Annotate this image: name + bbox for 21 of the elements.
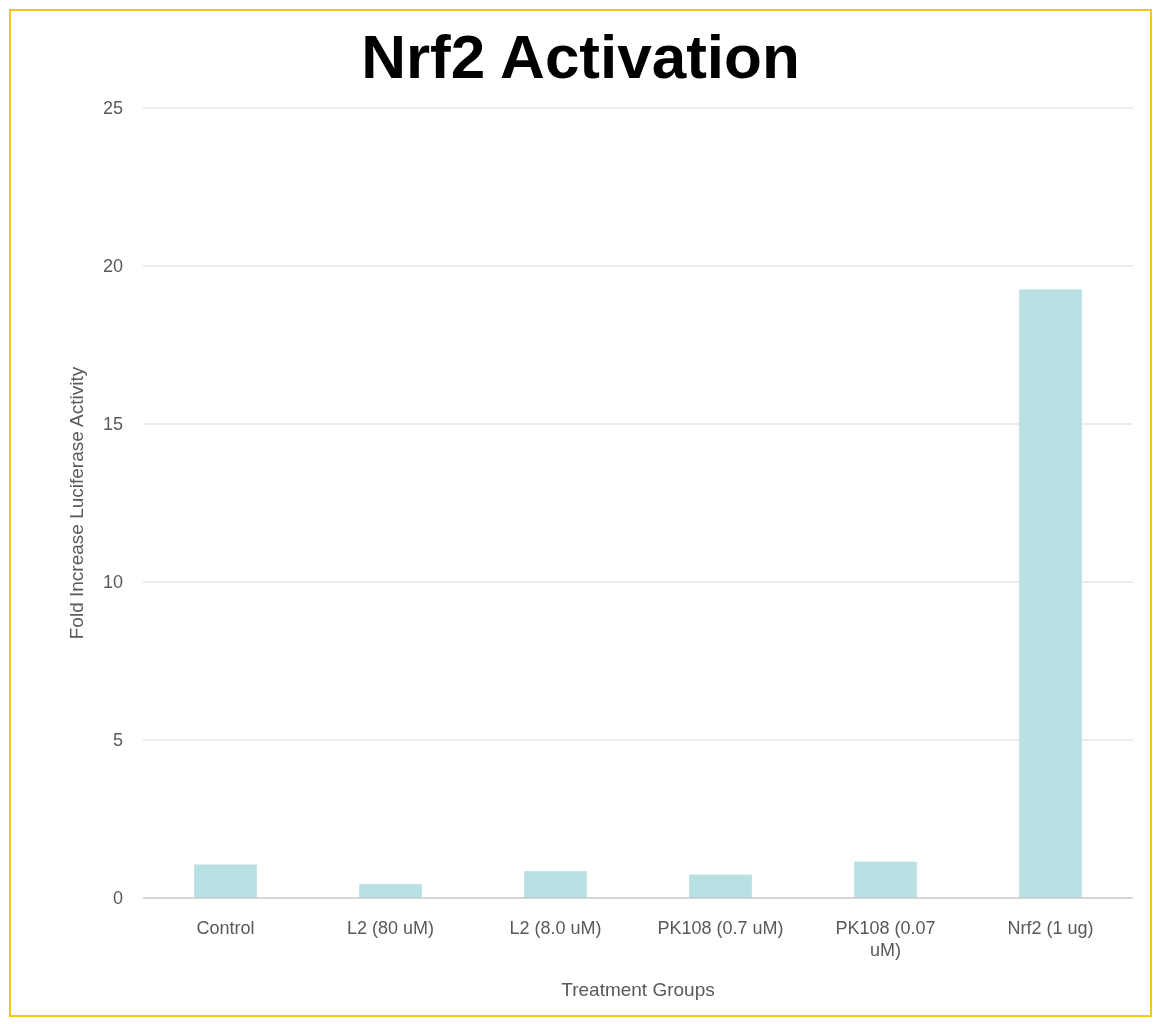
x-tick-label: Control (196, 918, 255, 938)
bar (1019, 289, 1082, 898)
x-axis-title: Treatment Groups (561, 979, 715, 1000)
x-tick-label: PK108 (0.07 uM) (835, 918, 936, 960)
y-tick-label: 10 (102, 572, 123, 593)
y-tick-label: 25 (102, 98, 123, 119)
x-tick-label: L2 (8.0 uM) (509, 918, 602, 938)
y-tick-label: 0 (112, 888, 123, 909)
y-tick-label: 5 (112, 730, 123, 751)
bar (359, 884, 422, 898)
bar (194, 864, 257, 898)
bar (689, 874, 752, 898)
bar (854, 861, 917, 898)
chart-title: Nrf2 Activation (361, 22, 800, 91)
x-tick-label: PK108 (0.7 uM) (657, 918, 784, 938)
y-tick-label: 20 (102, 256, 123, 277)
x-tick-label: L2 (80 uM) (346, 918, 435, 938)
y-tick-label: 15 (102, 414, 123, 435)
x-tick-label: Nrf2 (1 ug) (1007, 918, 1094, 938)
bar (524, 871, 587, 898)
y-axis-title: Fold Increase Luciferase Activity (66, 366, 87, 640)
